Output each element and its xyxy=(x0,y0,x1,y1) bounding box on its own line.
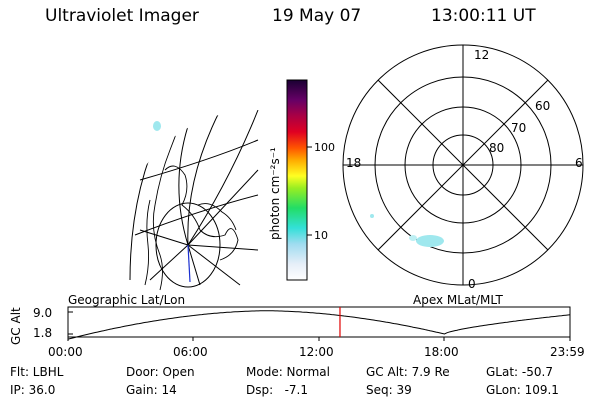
map-aurora-spot xyxy=(153,121,161,131)
lat-label-70: 70 xyxy=(511,121,526,135)
param-ip: IP: 36.0 xyxy=(10,383,55,397)
colorbar-unit-label: photon cm⁻²s⁻¹ xyxy=(268,147,282,240)
param-dsp: Dsp: -7.1 xyxy=(246,383,308,397)
orbit-ytick-1.8: 1.8 xyxy=(33,326,52,340)
orbit-xtick-0000: 00:00 xyxy=(48,345,83,359)
lat-label-60: 60 xyxy=(535,99,550,113)
orbit-ytick-9: 9.0 xyxy=(33,306,52,320)
map-label-right: Apex MLat/MLT xyxy=(413,293,503,307)
map-direction-line xyxy=(187,244,191,283)
orbit-xtick-1200: 12:00 xyxy=(299,345,334,359)
altitude-curve xyxy=(67,310,571,340)
colorbar xyxy=(286,79,308,281)
mlt-label-0: 0 xyxy=(468,277,476,291)
map-label-left: Geographic Lat/Lon xyxy=(68,293,185,307)
orbit-plot xyxy=(67,306,571,341)
mlt-label-18: 18 xyxy=(346,156,361,170)
instrument-title: Ultraviolet Imager xyxy=(45,6,199,26)
param-gc-alt: GC Alt: 7.9 Re xyxy=(366,365,450,379)
orbit-xtick-1800: 18:00 xyxy=(424,345,459,359)
orbit-xtick-0600: 06:00 xyxy=(173,345,208,359)
mlt-label-6: 6 xyxy=(575,156,583,170)
param-gain: Gain: 14 xyxy=(126,383,177,397)
date-label: 19 May 07 xyxy=(272,6,362,26)
polar-plot xyxy=(342,44,584,286)
param-glon: GLon: 109.1 xyxy=(486,383,559,397)
param-seq: Seq: 39 xyxy=(366,383,412,397)
orbit-ylabel: GC Alt xyxy=(9,307,23,345)
colorbar-tick-label-10: 10 xyxy=(314,229,328,242)
param-mode: Mode: Normal xyxy=(246,365,330,379)
orbit-xtick-2359: 23:59 xyxy=(550,345,585,359)
param-door: Door: Open xyxy=(126,365,195,379)
time-label: 13:00:11 UT xyxy=(431,6,536,26)
lat-label-80: 80 xyxy=(489,141,504,155)
param-flt: Flt: LBHL xyxy=(10,365,64,379)
geographic-map xyxy=(129,110,259,291)
colorbar-tick-label-100: 100 xyxy=(314,141,335,154)
param-glat: GLat: -50.7 xyxy=(486,365,553,379)
mlt-label-12: 12 xyxy=(474,48,489,62)
